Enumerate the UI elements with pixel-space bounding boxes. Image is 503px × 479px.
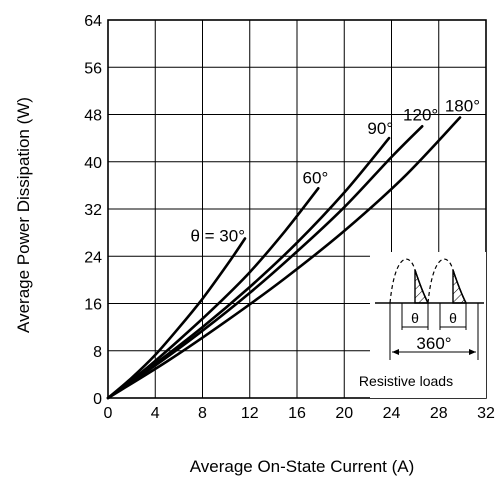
series-label-2: 90°: [367, 119, 393, 138]
y-tick-label: 56: [84, 60, 102, 77]
y-tick-label: 0: [93, 391, 102, 408]
x-tick-label: 28: [430, 405, 448, 422]
x-axis-label: Average On-State Current (A): [190, 457, 415, 476]
series-label-1: 60°: [303, 168, 329, 187]
y-tick-label: 16: [84, 297, 102, 314]
y-tick-label: 48: [84, 108, 102, 125]
theta-label-2: θ: [449, 310, 457, 326]
x-tick-label: 0: [104, 405, 113, 422]
series-line-4: [106, 116, 462, 400]
curves: [106, 116, 462, 400]
period-label: 360°: [416, 334, 451, 353]
series-line-3: [106, 125, 424, 400]
series-line-1: [106, 187, 320, 400]
series-line-2: [106, 136, 391, 400]
x-tick-label: 16: [288, 405, 306, 422]
series-label-3: 120°: [403, 105, 438, 124]
y-tick-label: 64: [84, 13, 102, 30]
x-tick-label: 8: [198, 405, 207, 422]
y-axis-label: Average Power Dissipation (W): [14, 97, 33, 333]
y-tick-label: 40: [84, 155, 102, 172]
theta-label-1: θ: [411, 310, 419, 326]
x-tick-label: 20: [335, 405, 353, 422]
series-label-4: 180°: [445, 96, 480, 115]
series-line-0: [106, 237, 247, 400]
plot-frame: [107, 19, 487, 399]
period-arrow-right: [469, 349, 476, 355]
x-tick-label: 12: [241, 405, 259, 422]
curve-labels: θ = 30° 60° 90° 120° 180°: [190, 96, 480, 245]
series-label-0: θ = 30°: [190, 227, 245, 246]
y-tick-labels: 0 8 16 24 32 40 48 56 64: [84, 13, 102, 408]
x-tick-labels: 0 4 8 12 16 20 24 28 32: [104, 405, 495, 422]
x-tick-label: 32: [477, 405, 495, 422]
y-tick-label: 24: [84, 249, 102, 266]
period-arrow-left: [392, 349, 399, 355]
waveform-inset: θ θ 360° Resistive loads: [359, 252, 486, 398]
load-label: Resistive loads: [359, 373, 453, 389]
x-tick-label: 4: [151, 405, 160, 422]
y-tick-label: 32: [84, 202, 102, 219]
y-tick-label: 8: [93, 344, 102, 361]
x-tick-label: 24: [383, 405, 401, 422]
